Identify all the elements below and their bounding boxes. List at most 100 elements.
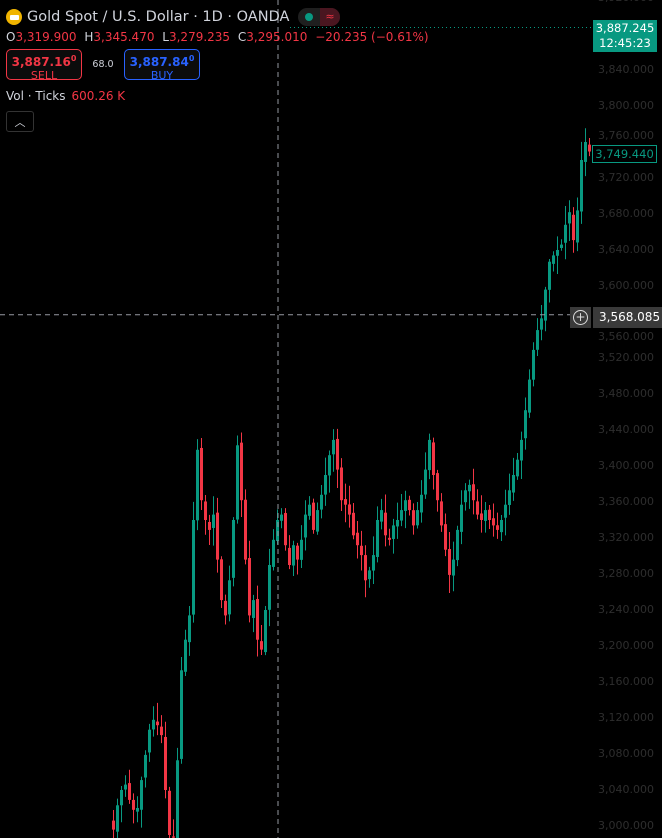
symbol-title[interactable]: Gold Spot / U.S. Dollar · 1D · OANDA <box>27 9 290 25</box>
candle-body <box>176 760 179 838</box>
candle-body <box>500 520 503 533</box>
candle-body <box>164 736 167 790</box>
candle-body <box>272 539 275 567</box>
candle-body <box>168 790 171 835</box>
candle-body <box>180 670 183 759</box>
candle-body <box>160 726 163 736</box>
spread-value: 68.0 <box>92 59 114 70</box>
add-alert-button[interactable]: + <box>570 307 591 328</box>
candle-body <box>148 729 151 753</box>
candle-body <box>436 473 439 501</box>
candle-body <box>528 379 531 413</box>
candle-body <box>204 501 207 520</box>
open-value: 3,319.900 <box>15 30 77 44</box>
candle-body <box>372 555 375 571</box>
candle-body <box>364 555 367 581</box>
candle-body <box>256 599 259 640</box>
sell-price: 3,887.16 <box>11 55 71 69</box>
candle-body <box>516 459 519 477</box>
crosshair-price: 3,568.085 <box>593 307 662 328</box>
candle-body <box>296 545 299 560</box>
candle-body <box>144 754 147 778</box>
candle-body <box>412 510 415 526</box>
price-tick-label: 3,200.000 <box>598 639 654 652</box>
bar-countdown: 12:45:23 <box>599 36 651 50</box>
candle-body <box>404 500 407 511</box>
crosshair-price-badge: + 3,568.085 <box>570 307 662 328</box>
candle-body <box>428 439 431 471</box>
candle-body <box>192 520 195 615</box>
candle-body <box>196 449 199 521</box>
volume-label[interactable]: Vol · Ticks <box>6 89 66 103</box>
last-close-label: 3,749.440 <box>592 145 657 163</box>
sell-button[interactable]: 3,887.160 SELL <box>6 49 82 82</box>
candle-body <box>448 549 451 575</box>
candle-body <box>156 721 159 726</box>
candle-body <box>124 784 127 790</box>
candle-body <box>572 214 575 241</box>
candle-body <box>480 513 483 520</box>
candle-body <box>548 261 551 290</box>
price-tick-label: 3,720.000 <box>598 171 654 184</box>
price-tick-label: 3,040.000 <box>598 783 654 796</box>
close-label: C <box>237 30 247 44</box>
candle-body <box>236 445 239 520</box>
candle-body <box>552 255 555 264</box>
candle-body <box>464 490 467 503</box>
price-tick-label: 3,480.000 <box>598 387 654 400</box>
candle-body <box>188 615 191 643</box>
low-label: L <box>162 30 169 44</box>
buy-button[interactable]: 3,887.840 BUY <box>124 49 200 82</box>
price-tick-label: 3,840.000 <box>598 63 654 76</box>
candle-body <box>172 836 175 838</box>
candle-body <box>320 494 323 510</box>
price-tick-label: 3,280.000 <box>598 567 654 580</box>
candle-body <box>252 600 255 618</box>
price-tick-label: 3,560.000 <box>598 330 654 343</box>
candle-body <box>536 330 539 350</box>
candle-body <box>260 641 263 650</box>
candle-body <box>504 504 507 518</box>
candle-body <box>532 349 535 380</box>
candle-body <box>348 504 351 515</box>
candle-body <box>316 510 319 532</box>
candle-body <box>380 510 383 522</box>
candle-body <box>332 439 335 455</box>
buy-price-pip: 0 <box>188 54 195 63</box>
candle-body <box>508 490 511 505</box>
candle-body <box>140 780 143 810</box>
candle-body <box>452 559 455 576</box>
candle-body <box>288 547 291 565</box>
trade-panel: 3,887.160 SELL 68.0 3,887.840 BUY <box>6 49 433 82</box>
price-tick-label: 3,320.000 <box>598 531 654 544</box>
candle-body <box>488 509 491 520</box>
candle-body <box>308 504 311 516</box>
candle-body <box>460 504 463 532</box>
candle-body <box>184 639 187 672</box>
market-status[interactable]: ≈ <box>298 8 340 26</box>
collapse-legend-button[interactable]: ︿ <box>6 111 34 132</box>
buy-price: 3,887.84 <box>129 55 189 69</box>
candle-body <box>220 559 223 601</box>
ohlc-values: O3,319.900 H3,345.470 L3,279.235 C3,295.… <box>6 30 433 44</box>
candle-body <box>264 610 267 653</box>
plus-circle-icon: + <box>573 310 588 325</box>
high-label: H <box>84 30 94 44</box>
candle-body <box>368 570 371 580</box>
candle-body <box>232 520 235 578</box>
candle-body <box>128 783 131 800</box>
candle-body <box>560 244 563 248</box>
candle-body <box>416 510 419 526</box>
candle-body <box>476 501 479 515</box>
price-tick-label: 3,360.000 <box>598 495 654 508</box>
candle-body <box>360 545 363 556</box>
candle-body <box>216 512 219 560</box>
candle-body <box>400 510 403 521</box>
candle-body <box>152 719 155 730</box>
candle-body <box>512 475 515 493</box>
price-tick-label: 3,680.000 <box>598 207 654 220</box>
candle-body <box>444 524 447 550</box>
candle-body <box>388 537 391 540</box>
candle-body <box>468 484 471 492</box>
